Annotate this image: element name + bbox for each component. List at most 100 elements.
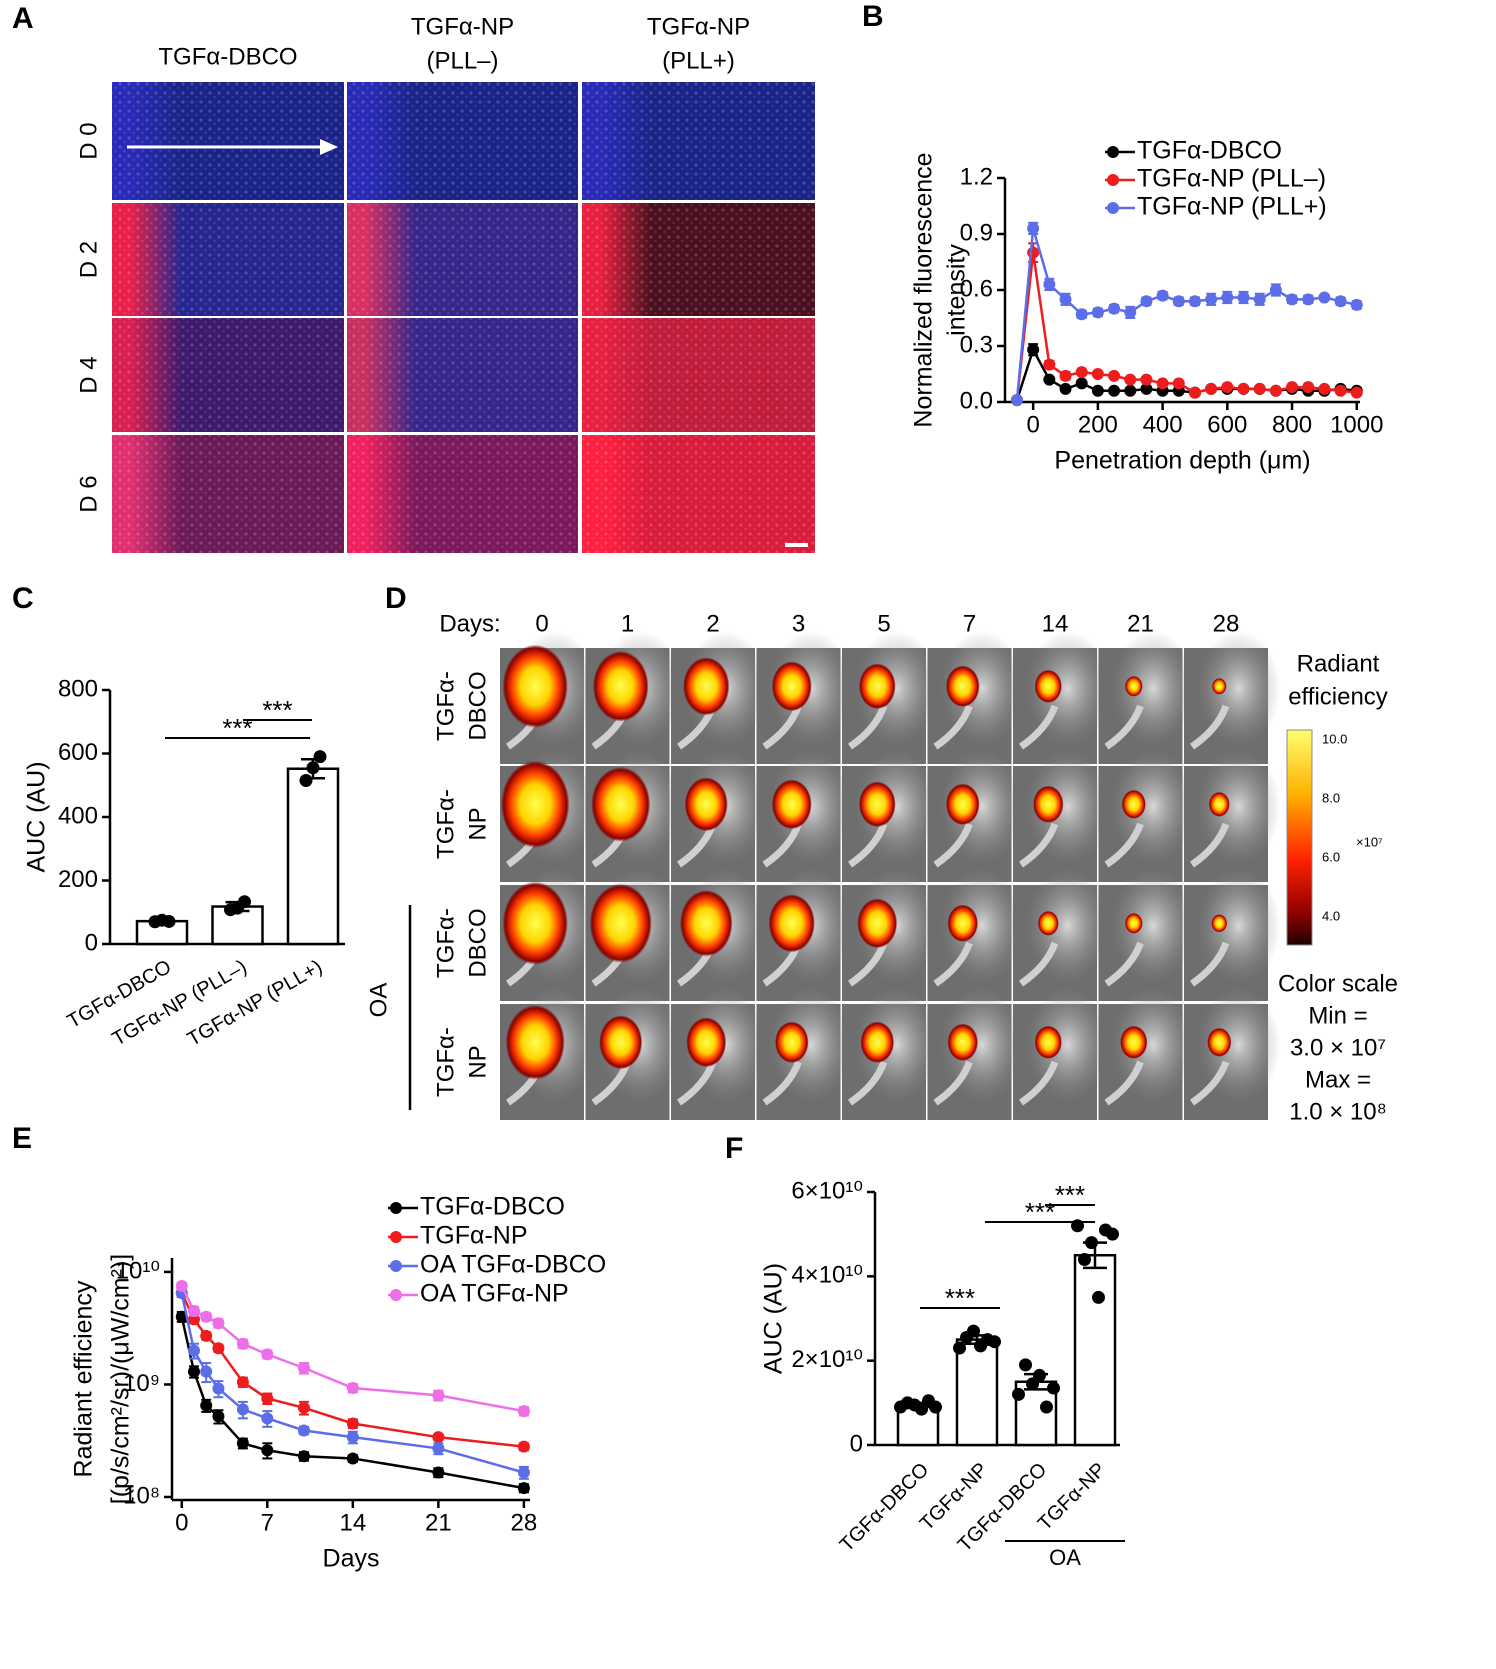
point — [1188, 386, 1201, 399]
micrograph-texture — [582, 82, 815, 200]
point — [1043, 373, 1056, 386]
micrograph-texture — [582, 203, 815, 316]
point — [1334, 295, 1347, 308]
y-tick-label: 0 — [850, 1430, 863, 1457]
micrograph-texture — [112, 203, 344, 316]
ivis-leg — [1104, 822, 1144, 868]
point — [1075, 377, 1088, 390]
y-tick-label: 4×10¹⁰ — [791, 1262, 863, 1289]
legend-label: TGFα-DBCO — [1137, 137, 1282, 165]
point — [346, 1452, 359, 1465]
bar — [955, 1338, 999, 1447]
y-tick-label: 6×10¹⁰ — [791, 1177, 863, 1204]
point — [1253, 293, 1266, 306]
point — [1010, 394, 1023, 407]
point — [1027, 222, 1040, 235]
data-point — [929, 1400, 942, 1414]
y-tick-label: 2×10¹⁰ — [791, 1346, 863, 1373]
x-tick-label: 14 — [339, 1509, 366, 1536]
micrograph-texture — [347, 435, 578, 553]
point — [432, 1442, 445, 1455]
legend-marker — [390, 1231, 402, 1243]
legend-marker — [1107, 202, 1119, 214]
point — [297, 1362, 310, 1375]
group-label: OA — [1049, 1545, 1081, 1570]
legend-label: TGFα-NP (PLL+) — [1137, 193, 1327, 221]
y-tick-label: 0.6 — [960, 275, 993, 302]
point — [261, 1412, 274, 1425]
y-tick-label: 400 — [58, 802, 98, 829]
y-tick-label: 1.2 — [960, 163, 993, 190]
point — [200, 1399, 213, 1412]
ivis-signal — [1120, 1025, 1148, 1059]
point — [346, 1431, 359, 1444]
ivis-leg — [1189, 941, 1230, 987]
y-tick-label: 0 — [85, 929, 98, 956]
point — [1108, 384, 1121, 397]
ivis-leg — [847, 822, 888, 868]
point — [297, 1424, 310, 1437]
ivis-signal — [505, 1004, 565, 1080]
significance-label: *** — [222, 713, 252, 743]
legend-label: TGFα-NP (PLL–) — [1137, 165, 1326, 193]
data-point — [1047, 1381, 1060, 1395]
data-point — [299, 773, 313, 787]
panel-label: B — [862, 0, 884, 33]
point — [1286, 381, 1299, 394]
series-line — [180, 1292, 525, 1474]
day-label: 2 — [706, 610, 719, 637]
point — [236, 1403, 249, 1416]
point — [1124, 306, 1137, 319]
column-label: TGFα-DBCO — [158, 43, 297, 70]
ivis-signal — [860, 1021, 895, 1063]
x-tick-label: 7 — [261, 1509, 274, 1536]
ivis-signal — [858, 663, 896, 710]
point — [432, 1389, 445, 1402]
legend-marker — [390, 1289, 402, 1301]
ivis-signal — [1208, 791, 1230, 817]
point — [1334, 384, 1347, 397]
row-label: D 2 — [75, 241, 102, 278]
column-label: TGFα-NP — [647, 13, 750, 40]
point — [1156, 377, 1169, 390]
ivis-leg — [1018, 941, 1059, 987]
ivis-leg — [933, 1060, 973, 1106]
colorbar — [1286, 729, 1313, 946]
x-tick-label: 600 — [1207, 411, 1247, 438]
point — [1302, 293, 1315, 306]
point — [187, 1304, 200, 1317]
legend-marker — [1107, 146, 1119, 158]
micrograph-texture — [582, 318, 815, 432]
point — [212, 1382, 225, 1395]
data-point — [1078, 1252, 1091, 1266]
point — [236, 1376, 249, 1389]
x-tick-label: TGFα-NP (PLL–) — [109, 956, 251, 1051]
colorbar-title: Radiant — [1297, 650, 1380, 677]
legend-label: TGFα-NP — [420, 1222, 528, 1250]
ivis-leg — [847, 704, 888, 750]
point — [261, 1392, 274, 1405]
ivis-signal — [502, 881, 569, 965]
row-label: TGFα- — [432, 789, 459, 859]
ivis-signal — [1034, 1025, 1062, 1059]
ivis-signal — [858, 781, 896, 828]
point — [1059, 293, 1072, 306]
point — [346, 1382, 359, 1395]
point — [517, 1482, 530, 1495]
data-point — [1040, 1400, 1053, 1414]
point — [1124, 373, 1137, 386]
micrograph-texture — [112, 82, 344, 200]
panel-label: E — [12, 1122, 32, 1155]
row-label: D 0 — [75, 122, 102, 159]
scale-note: Min = — [1308, 1002, 1367, 1029]
x-tick-label: TGFα-NP (PLL+) — [184, 956, 326, 1051]
ivis-leg — [933, 822, 973, 868]
y-axis-title: AUC (AU) — [760, 1263, 788, 1374]
data-point — [988, 1335, 1001, 1349]
ivis-leg — [1189, 1060, 1230, 1106]
series-line — [1015, 228, 1358, 401]
point — [1059, 369, 1072, 382]
point — [1269, 284, 1282, 296]
point — [1350, 298, 1363, 311]
